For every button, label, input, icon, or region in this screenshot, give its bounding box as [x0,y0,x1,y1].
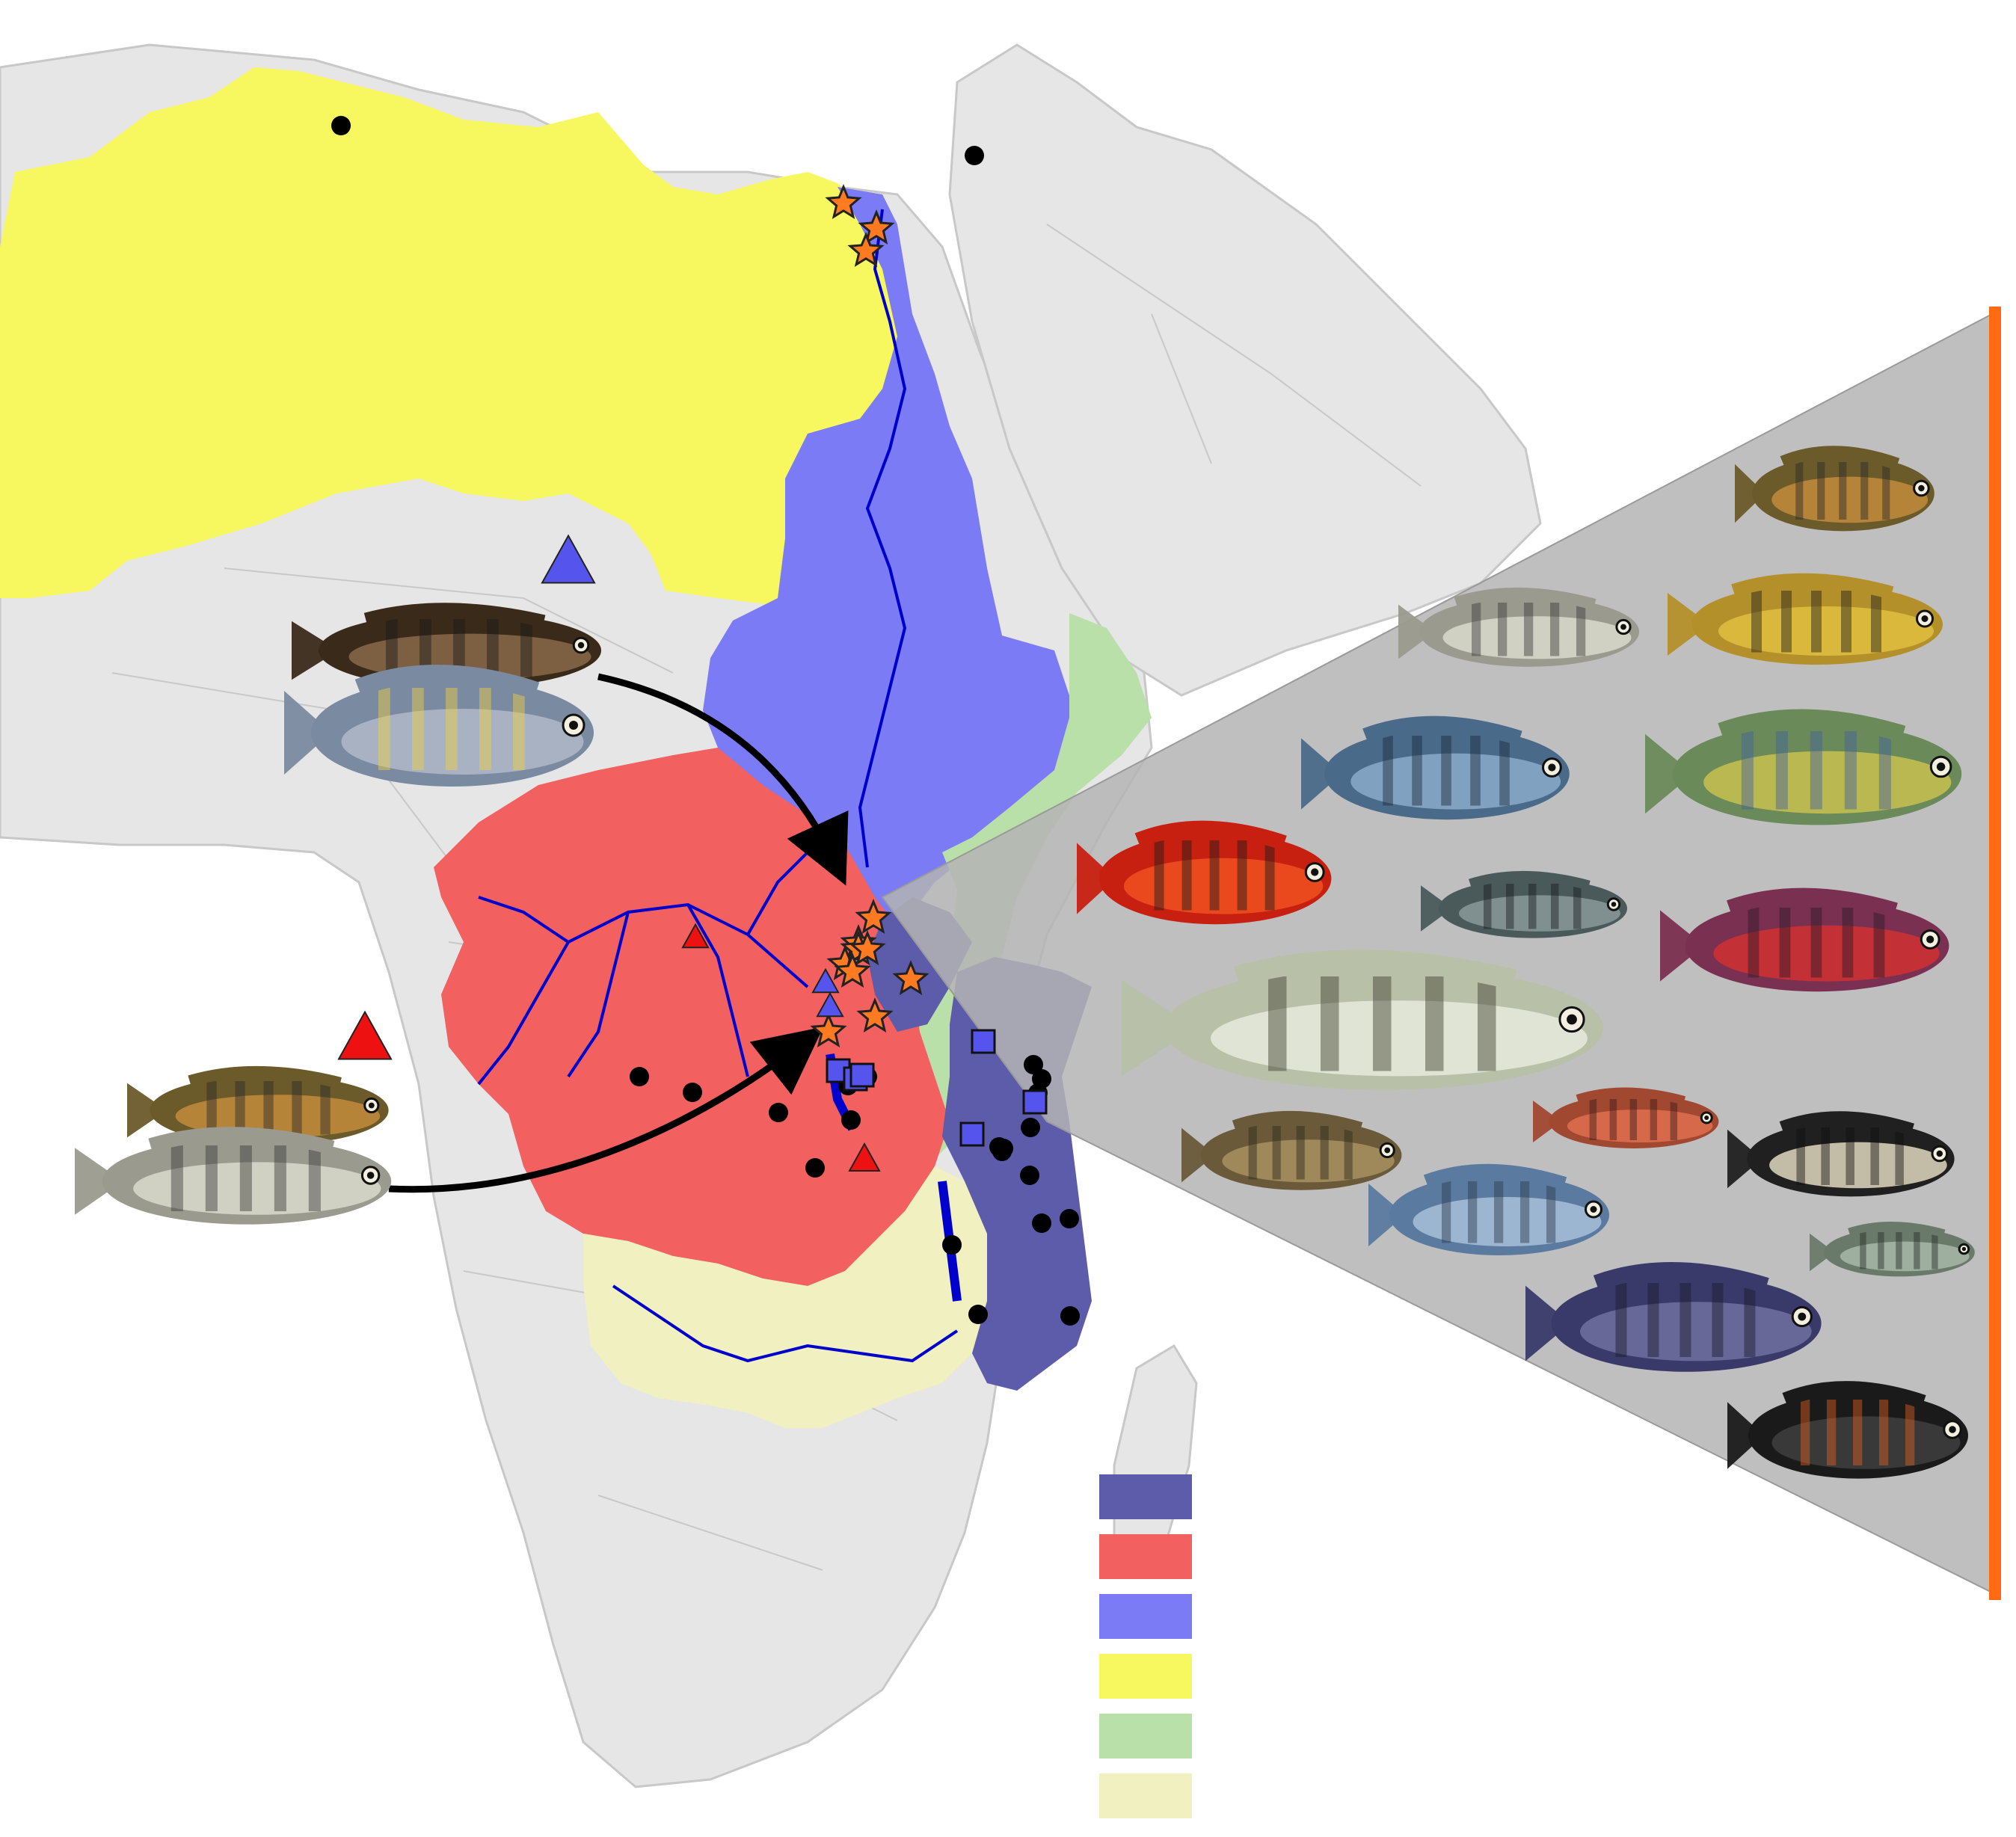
orange-star-marker [892,960,929,995]
lake-malawi-basin-swatch [1099,1474,1192,1519]
blue-triangle-marker [816,991,844,1018]
fish-photo [1301,716,1570,820]
black-dot-marker [1024,1055,1043,1074]
photo-panel-edge-bar [1989,307,2001,1600]
fish-photo [1398,587,1639,667]
fish-photo [1660,887,1949,992]
black-dot-marker [1020,1166,1039,1185]
fish-photo [1533,1087,1719,1148]
red-triangle-marker [681,923,710,949]
blue-square-marker [971,1029,996,1054]
fish-photos [75,446,1975,1479]
nile-basin-swatch [1099,1594,1192,1639]
black-dot-marker [992,1142,1012,1161]
orange-star-marker [856,997,894,1033]
fish-photo [1077,820,1332,925]
black-dot-marker [805,1158,825,1178]
red-triangle-marker [337,1010,393,1060]
red-triangle-marker [848,1142,881,1172]
nile-basin [703,187,1077,920]
fish-photo [1810,1222,1975,1277]
orange-star-marker [810,1012,847,1047]
migration-arrow-west [388,1027,824,1193]
blue-square-marker [959,1121,985,1147]
zambezi-river [612,1284,959,1363]
fish-photo [1727,1381,1968,1479]
orange-star-marker [855,899,892,934]
black-dot-marker [1060,1306,1080,1326]
arabia-landmass [948,43,1542,697]
zambezi-basin-swatch [1099,1773,1192,1818]
fish-photo [1735,446,1934,532]
congo-river [477,902,809,1086]
sahara-region-swatch [1099,1654,1192,1699]
fish-photo [1368,1163,1609,1255]
fish-photo [1181,1110,1402,1190]
blue-square-marker [1022,1089,1048,1115]
black-dot-marker [683,1083,702,1102]
black-dot-marker [630,1067,649,1086]
orange-star-marker [858,209,895,244]
orange-star-marker [834,953,871,988]
congo-basin-swatch [1099,1534,1192,1579]
nile-river [858,209,907,868]
black-dot-marker [1032,1213,1051,1233]
black-dot-marker [1060,1209,1079,1228]
rift-valley-swatch [1099,1714,1192,1758]
black-dot-marker [841,1110,861,1130]
orange-star-marker [847,232,885,267]
black-dot-marker [769,1103,788,1122]
black-dot-marker [965,146,984,165]
fish-photo [1668,573,1943,665]
locality-markers [331,116,1080,1326]
migration-arrows [388,673,849,1193]
orange-star-marker [825,184,862,219]
fish-photo [1421,870,1627,938]
fish-photo [284,665,594,787]
congo-tributary-1 [567,904,749,1078]
legend [1099,1474,1192,1818]
black-dot-marker [331,116,351,135]
zambezi-basin [583,1166,987,1428]
fish-photo [1525,1262,1822,1372]
fish-photo [1122,950,1603,1090]
blue-triangle-marker [811,967,840,994]
blue-square-marker [849,1062,875,1088]
sahara-region [0,67,905,606]
migration-arrow-north [597,673,849,886]
orange-star-marker [849,930,886,965]
black-dot-marker [1021,1118,1040,1137]
blue-triangle-marker [541,534,596,584]
black-dot-marker [968,1305,988,1324]
fish-photo [75,1127,392,1225]
fish-photo [1727,1111,1955,1197]
fish-photo [1645,709,1962,825]
black-dot-marker [942,1235,962,1255]
